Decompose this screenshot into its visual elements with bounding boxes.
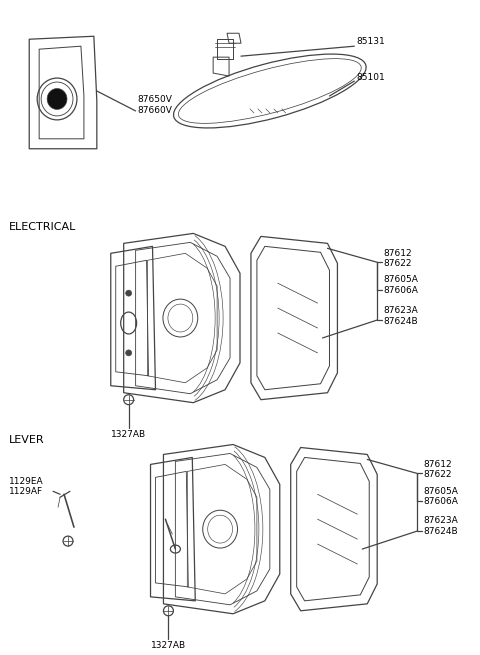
Text: ELECTRICAL: ELECTRICAL <box>9 223 77 233</box>
Text: 87650V
87660V: 87650V 87660V <box>138 95 172 115</box>
Text: 85131: 85131 <box>356 37 385 46</box>
Text: 87623A
87624B: 87623A 87624B <box>383 307 418 326</box>
Text: 1327AB: 1327AB <box>151 641 186 650</box>
Text: 87605A
87606A: 87605A 87606A <box>423 487 458 506</box>
Text: 87612
87622: 87612 87622 <box>383 249 412 268</box>
Text: 87612
87622: 87612 87622 <box>423 460 452 479</box>
Text: 87605A
87606A: 87605A 87606A <box>383 276 418 295</box>
Text: 87623A
87624B: 87623A 87624B <box>423 516 458 536</box>
Ellipse shape <box>47 88 67 109</box>
Text: 85101: 85101 <box>356 73 385 82</box>
Text: 1327AB: 1327AB <box>111 430 146 439</box>
Text: 1129EA
1129AF: 1129EA 1129AF <box>9 477 44 496</box>
Circle shape <box>126 350 132 356</box>
Text: LEVER: LEVER <box>9 434 45 445</box>
Circle shape <box>126 290 132 296</box>
